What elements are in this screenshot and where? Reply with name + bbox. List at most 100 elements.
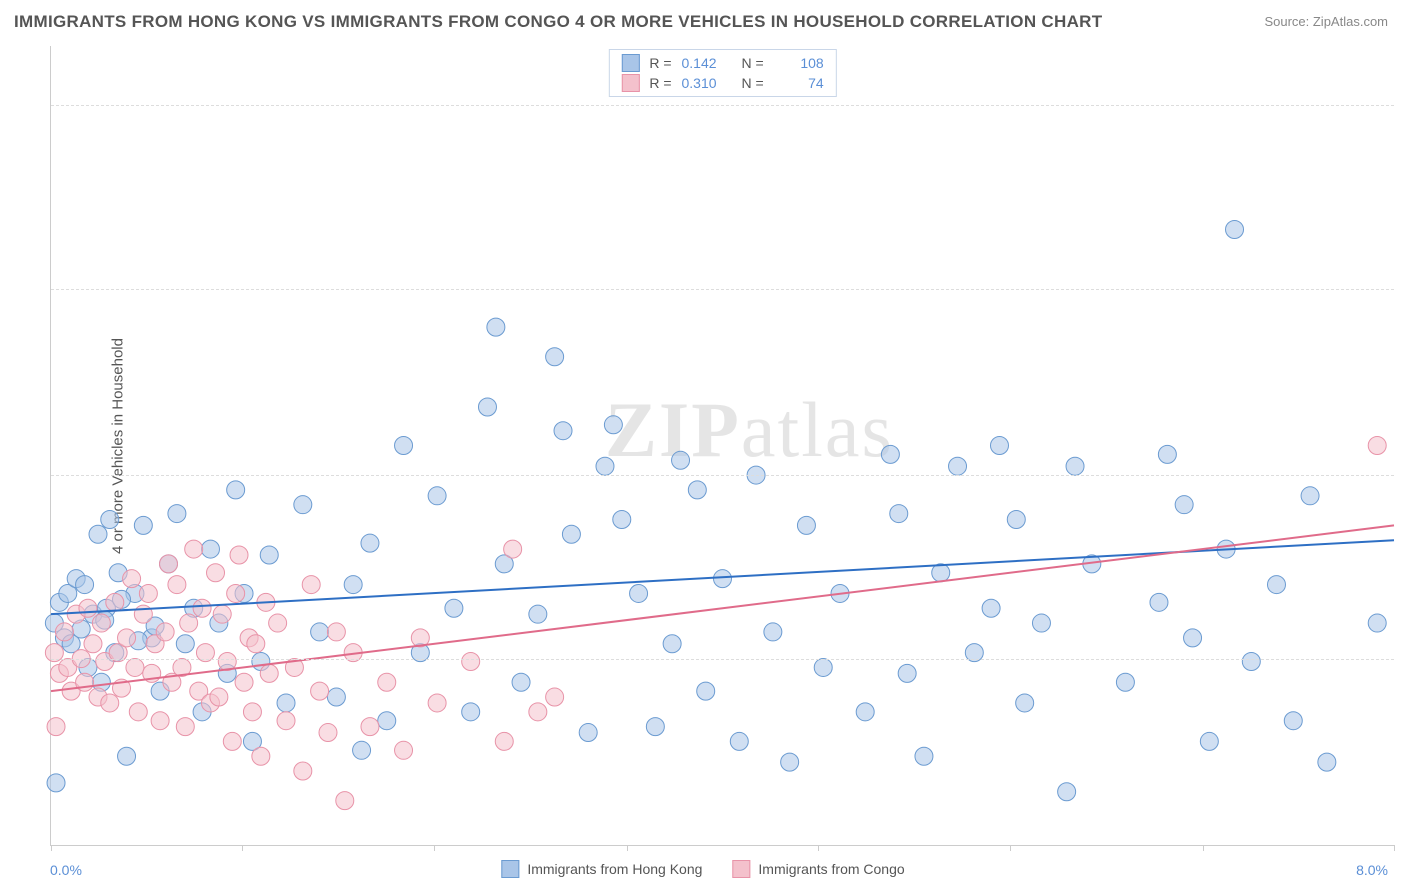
data-point: [395, 741, 413, 759]
data-point: [327, 623, 345, 641]
data-point: [1368, 614, 1386, 632]
data-point: [529, 703, 547, 721]
data-point: [353, 741, 371, 759]
data-point: [243, 703, 261, 721]
legend-swatch: [621, 74, 639, 92]
data-point: [428, 694, 446, 712]
data-point: [84, 635, 102, 653]
legend-stats: R =0.142N =108R =0.310N =74: [608, 49, 836, 97]
legend-n-label: N =: [742, 75, 764, 91]
data-point: [445, 599, 463, 617]
data-point: [235, 673, 253, 691]
legend-swatch: [732, 860, 750, 878]
data-point: [898, 664, 916, 682]
data-point: [1158, 445, 1176, 463]
data-point: [1318, 753, 1336, 771]
data-point: [76, 576, 94, 594]
trend-line: [51, 540, 1394, 614]
data-point: [1184, 629, 1202, 647]
x-tick: [1394, 845, 1395, 851]
data-point: [55, 623, 73, 641]
data-point: [126, 658, 144, 676]
data-point: [1150, 593, 1168, 611]
data-point: [168, 505, 186, 523]
data-point: [151, 712, 169, 730]
data-point: [176, 635, 194, 653]
data-point: [378, 673, 396, 691]
data-point: [294, 496, 312, 514]
source-attribution: Source: ZipAtlas.com: [1264, 14, 1388, 29]
data-point: [92, 614, 110, 632]
data-point: [260, 664, 278, 682]
data-point: [210, 688, 228, 706]
data-point: [512, 673, 530, 691]
data-point: [613, 510, 631, 528]
data-point: [201, 540, 219, 558]
trend-line: [51, 525, 1394, 691]
data-point: [327, 688, 345, 706]
x-tick: [1010, 845, 1011, 851]
data-point: [596, 457, 614, 475]
data-point: [277, 712, 295, 730]
data-point: [478, 398, 496, 416]
data-point: [646, 718, 664, 736]
data-point: [180, 614, 198, 632]
data-point: [462, 703, 480, 721]
data-point: [269, 614, 287, 632]
data-point: [630, 584, 648, 602]
data-point: [101, 510, 119, 528]
data-point: [1016, 694, 1034, 712]
data-point: [134, 516, 152, 534]
legend-n-value: 108: [774, 55, 824, 71]
data-point: [294, 762, 312, 780]
legend-series-label: Immigrants from Congo: [758, 861, 904, 877]
chart-plot-area: ZIPatlas R =0.142N =108R =0.310N =74 6.3…: [50, 46, 1394, 846]
data-point: [487, 318, 505, 336]
data-point: [797, 516, 815, 534]
legend-n-label: N =: [742, 55, 764, 71]
data-point: [319, 724, 337, 742]
legend-series-item: Immigrants from Hong Kong: [501, 860, 702, 878]
data-point: [207, 564, 225, 582]
data-point: [176, 718, 194, 736]
data-point: [890, 505, 908, 523]
data-point: [311, 623, 329, 641]
data-point: [47, 718, 65, 736]
legend-r-value: 0.142: [682, 55, 732, 71]
legend-stats-row: R =0.142N =108: [621, 54, 823, 72]
data-point: [495, 732, 513, 750]
data-point: [546, 348, 564, 366]
legend-swatch: [501, 860, 519, 878]
legend-series-item: Immigrants from Congo: [732, 860, 904, 878]
data-point: [89, 525, 107, 543]
data-point: [781, 753, 799, 771]
data-point: [185, 540, 203, 558]
data-point: [428, 487, 446, 505]
data-point: [1066, 457, 1084, 475]
data-point: [814, 658, 832, 676]
data-point: [881, 445, 899, 463]
data-point: [856, 703, 874, 721]
data-point: [227, 481, 245, 499]
data-point: [1301, 487, 1319, 505]
x-axis-min-label: 0.0%: [50, 862, 82, 878]
data-point: [529, 605, 547, 623]
x-tick: [627, 845, 628, 851]
data-point: [123, 570, 141, 588]
legend-series-label: Immigrants from Hong Kong: [527, 861, 702, 877]
data-point: [1267, 576, 1285, 594]
data-point: [546, 688, 564, 706]
data-point: [139, 584, 157, 602]
data-point: [604, 416, 622, 434]
data-point: [462, 653, 480, 671]
data-point: [47, 774, 65, 792]
data-point: [1116, 673, 1134, 691]
legend-r-label: R =: [649, 75, 671, 91]
data-point: [579, 724, 597, 742]
data-point: [260, 546, 278, 564]
data-point: [1242, 653, 1260, 671]
legend-n-value: 74: [774, 75, 824, 91]
x-tick: [1203, 845, 1204, 851]
data-point: [554, 422, 572, 440]
data-point: [311, 682, 329, 700]
